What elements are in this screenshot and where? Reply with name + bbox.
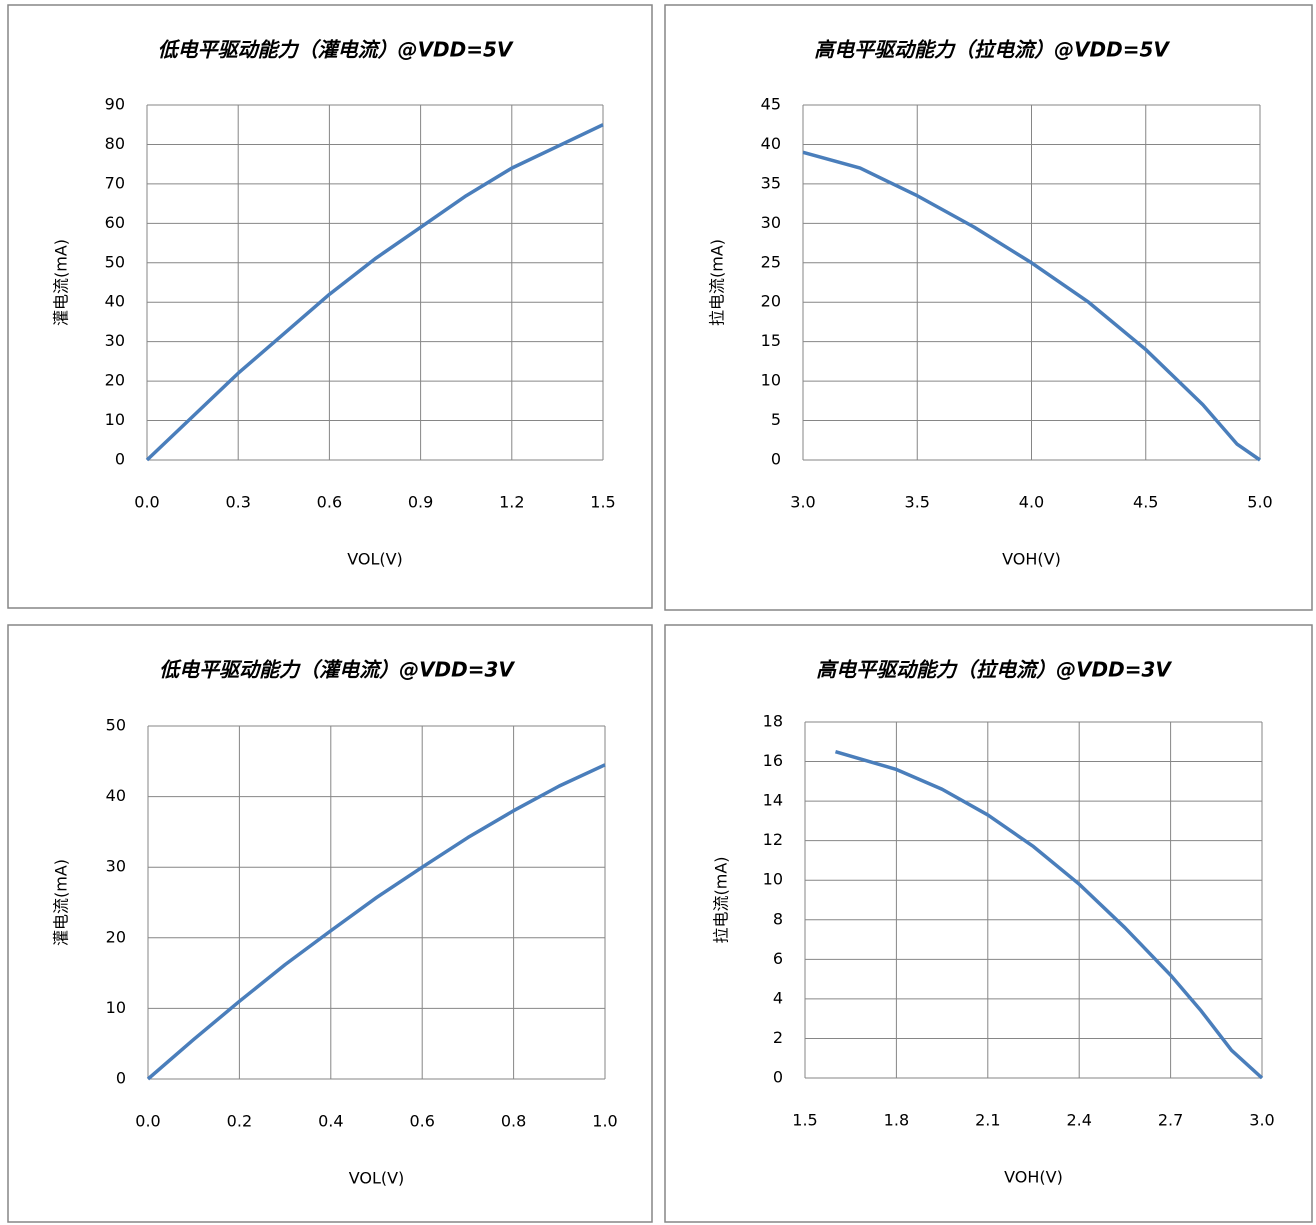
x-tick-label: 2.1 [975,1111,1000,1130]
chart-title: 低电平驱动能力（灌电流）@VDD=5V [158,38,514,62]
y-tick-label: 10 [763,870,783,889]
x-tick-label: 0.0 [134,493,159,512]
y-tick-label: 14 [763,791,783,810]
y-axis-label: 拉电流(mA) [708,239,727,326]
y-tick-label: 20 [761,292,781,311]
y-tick-label: 50 [106,716,126,735]
x-tick-label: 0.6 [409,1112,434,1131]
x-tick-label: 4.0 [1019,493,1044,512]
x-tick-label: 3.0 [1249,1111,1274,1130]
y-tick-label: 30 [106,857,126,876]
y-axis-label: 灌电流(mA) [52,239,71,326]
y-tick-label: 15 [761,331,781,350]
x-tick-label: 1.2 [499,493,524,512]
chart-frame [7,624,653,1223]
y-axis-label: 灌电流(mA) [52,859,71,946]
y-tick-label: 18 [763,712,783,731]
y-tick-label: 0 [773,1068,783,1087]
chart-title: 高电平驱动能力（拉电流）@VDD=3V [816,658,1172,682]
y-tick-label: 20 [105,371,125,390]
chart-frame [664,624,1313,1223]
x-tick-label: 2.4 [1066,1111,1091,1130]
data-line [146,763,606,1081]
y-tick-label: 40 [761,134,781,153]
x-axis-label: VOH(V) [1004,1168,1063,1187]
y-tick-label: 10 [106,998,126,1017]
y-tick-label: 50 [105,252,125,271]
y-tick-label: 60 [105,213,125,232]
x-axis-label: VOL(V) [349,1169,405,1188]
x-tick-label: 1.8 [884,1111,909,1130]
y-tick-label: 40 [106,786,126,805]
x-tick-label: 0.2 [227,1112,252,1131]
x-tick-label: 0.9 [408,493,433,512]
y-tick-label: 45 [761,95,781,114]
y-tick-label: 2 [773,1028,783,1047]
y-tick-label: 30 [105,331,125,350]
x-tick-label: 3.0 [790,493,815,512]
x-tick-label: 1.0 [592,1112,617,1131]
x-tick-label: 0.8 [501,1112,526,1131]
y-tick-label: 8 [773,909,783,928]
y-tick-label: 70 [105,173,125,192]
chart-frame [664,4,1313,611]
x-tick-label: 0.3 [225,493,250,512]
x-tick-label: 2.7 [1158,1111,1183,1130]
y-tick-label: 40 [105,292,125,311]
y-tick-label: 30 [761,213,781,232]
x-tick-label: 1.5 [792,1111,817,1130]
data-line [145,123,604,462]
y-tick-label: 5 [771,410,781,429]
y-tick-label: 4 [773,988,783,1007]
y-tick-label: 10 [105,410,125,429]
x-tick-label: 1.5 [590,493,615,512]
chart-title: 高电平驱动能力（拉电流）@VDD=5V [814,38,1170,62]
data-line [834,749,1264,1080]
y-tick-label: 0 [771,450,781,469]
y-tick-label: 0 [116,1069,126,1088]
chart-title: 低电平驱动能力（灌电流）@VDD=3V [159,658,515,682]
x-tick-label: 0.4 [318,1112,343,1131]
y-tick-label: 35 [761,173,781,192]
x-tick-label: 0.0 [135,1112,160,1131]
x-tick-label: 0.6 [317,493,342,512]
x-axis-label: VOH(V) [1002,550,1061,569]
y-tick-label: 20 [106,927,126,946]
x-axis-label: VOL(V) [347,550,403,569]
x-tick-label: 5.0 [1247,493,1272,512]
y-tick-label: 16 [763,751,783,770]
x-tick-label: 3.5 [905,493,930,512]
data-line [802,150,1261,462]
y-tick-label: 6 [773,949,783,968]
y-axis-label: 拉电流(mA) [712,856,731,943]
x-tick-label: 4.5 [1133,493,1158,512]
y-tick-label: 90 [105,95,125,114]
y-tick-label: 12 [763,830,783,849]
y-tick-label: 80 [105,134,125,153]
y-tick-label: 0 [115,450,125,469]
y-tick-label: 10 [761,371,781,390]
y-tick-label: 25 [761,252,781,271]
